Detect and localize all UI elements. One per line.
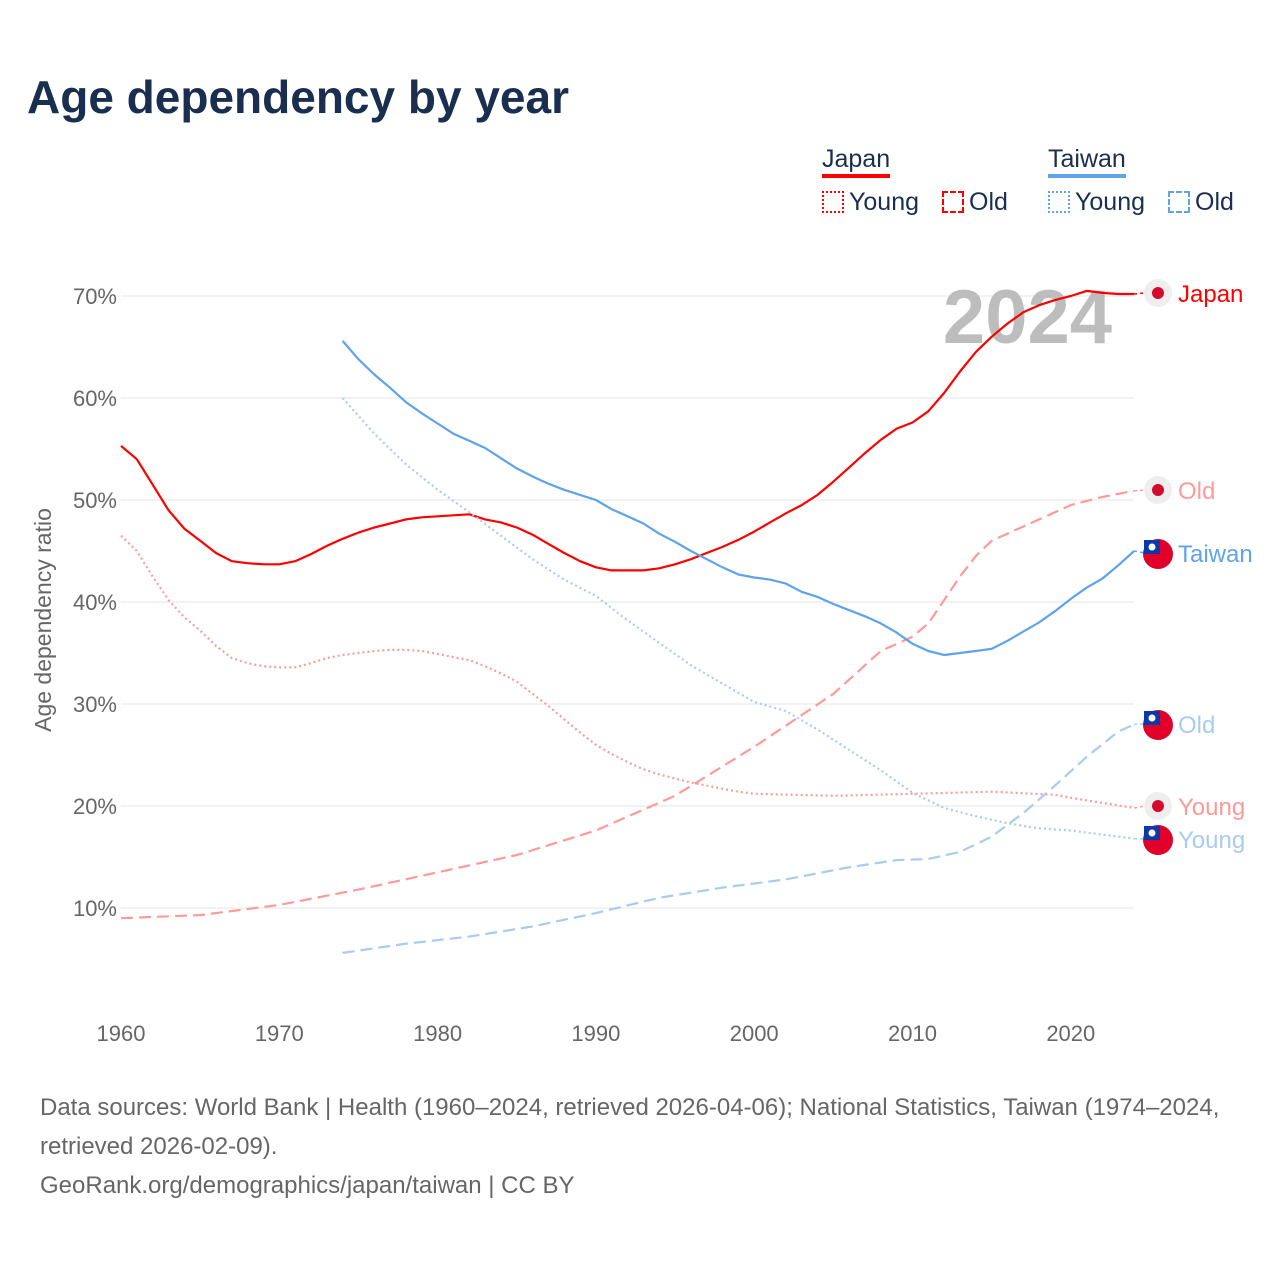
credit-line: GeoRank.org/demographics/japan/taiwan | … xyxy=(40,1172,575,1199)
series-line-taiwan-young xyxy=(341,397,1135,840)
x-tick-label: 2020 xyxy=(1046,1021,1095,1046)
taiwan-flag-sun xyxy=(1148,714,1156,722)
y-tick-label: 20% xyxy=(73,794,117,819)
legend-japan: Japan xyxy=(822,145,891,178)
taiwan-flag-sun xyxy=(1148,543,1156,551)
y-tick-label: 10% xyxy=(73,896,117,921)
taiwan-flag-sun xyxy=(1148,829,1156,837)
end-label: Young xyxy=(1178,794,1245,821)
x-tick-label: 1960 xyxy=(97,1021,146,1046)
page-title: Age dependency by year xyxy=(27,71,569,123)
series-line-japan-young xyxy=(120,534,1135,810)
end-label: Young xyxy=(1178,827,1245,854)
y-axis-label: Age dependency ratio xyxy=(30,508,56,732)
end-label: Old xyxy=(1178,712,1215,739)
y-tick-label: 60% xyxy=(73,386,117,411)
x-tick-label: 1980 xyxy=(413,1021,462,1046)
source-line: Data sources: World Bank | Health (1960–… xyxy=(40,1094,1220,1160)
y-tick-label: 70% xyxy=(73,284,117,309)
legend-taiwan-old: Old xyxy=(1168,188,1234,217)
legend-taiwan-young: Young xyxy=(1048,188,1145,217)
x-tick-label: 2010 xyxy=(888,1021,937,1046)
label-connector xyxy=(1134,292,1146,295)
end-label: Taiwan xyxy=(1178,541,1253,568)
y-tick-label: 30% xyxy=(73,692,117,717)
series-line-taiwan-old xyxy=(342,723,1135,954)
x-tick-label: 2000 xyxy=(730,1021,779,1046)
legend-japan-young: Young xyxy=(822,188,919,217)
source-note: Data sources: World Bank | Health (1960–… xyxy=(40,1088,1250,1205)
end-label: Japan xyxy=(1178,281,1243,308)
label-connector xyxy=(1133,805,1146,809)
x-tick-label: 1970 xyxy=(255,1021,304,1046)
japan-flag-dot xyxy=(1152,287,1164,299)
series-line-japan xyxy=(120,289,1135,572)
series-line-taiwan xyxy=(341,340,1135,657)
label-connector xyxy=(1133,550,1146,554)
legend-taiwan: Taiwan xyxy=(1048,145,1126,178)
japan-flag-dot xyxy=(1152,800,1164,812)
label-connector xyxy=(1134,489,1146,492)
legend-japan-old: Old xyxy=(942,188,1008,217)
japan-flag-dot xyxy=(1152,484,1164,496)
y-tick-label: 40% xyxy=(73,590,117,615)
x-tick-label: 1990 xyxy=(571,1021,620,1046)
y-tick-label: 50% xyxy=(73,488,117,513)
end-label: Old xyxy=(1178,478,1215,505)
year-watermark: 2024 xyxy=(943,275,1112,360)
